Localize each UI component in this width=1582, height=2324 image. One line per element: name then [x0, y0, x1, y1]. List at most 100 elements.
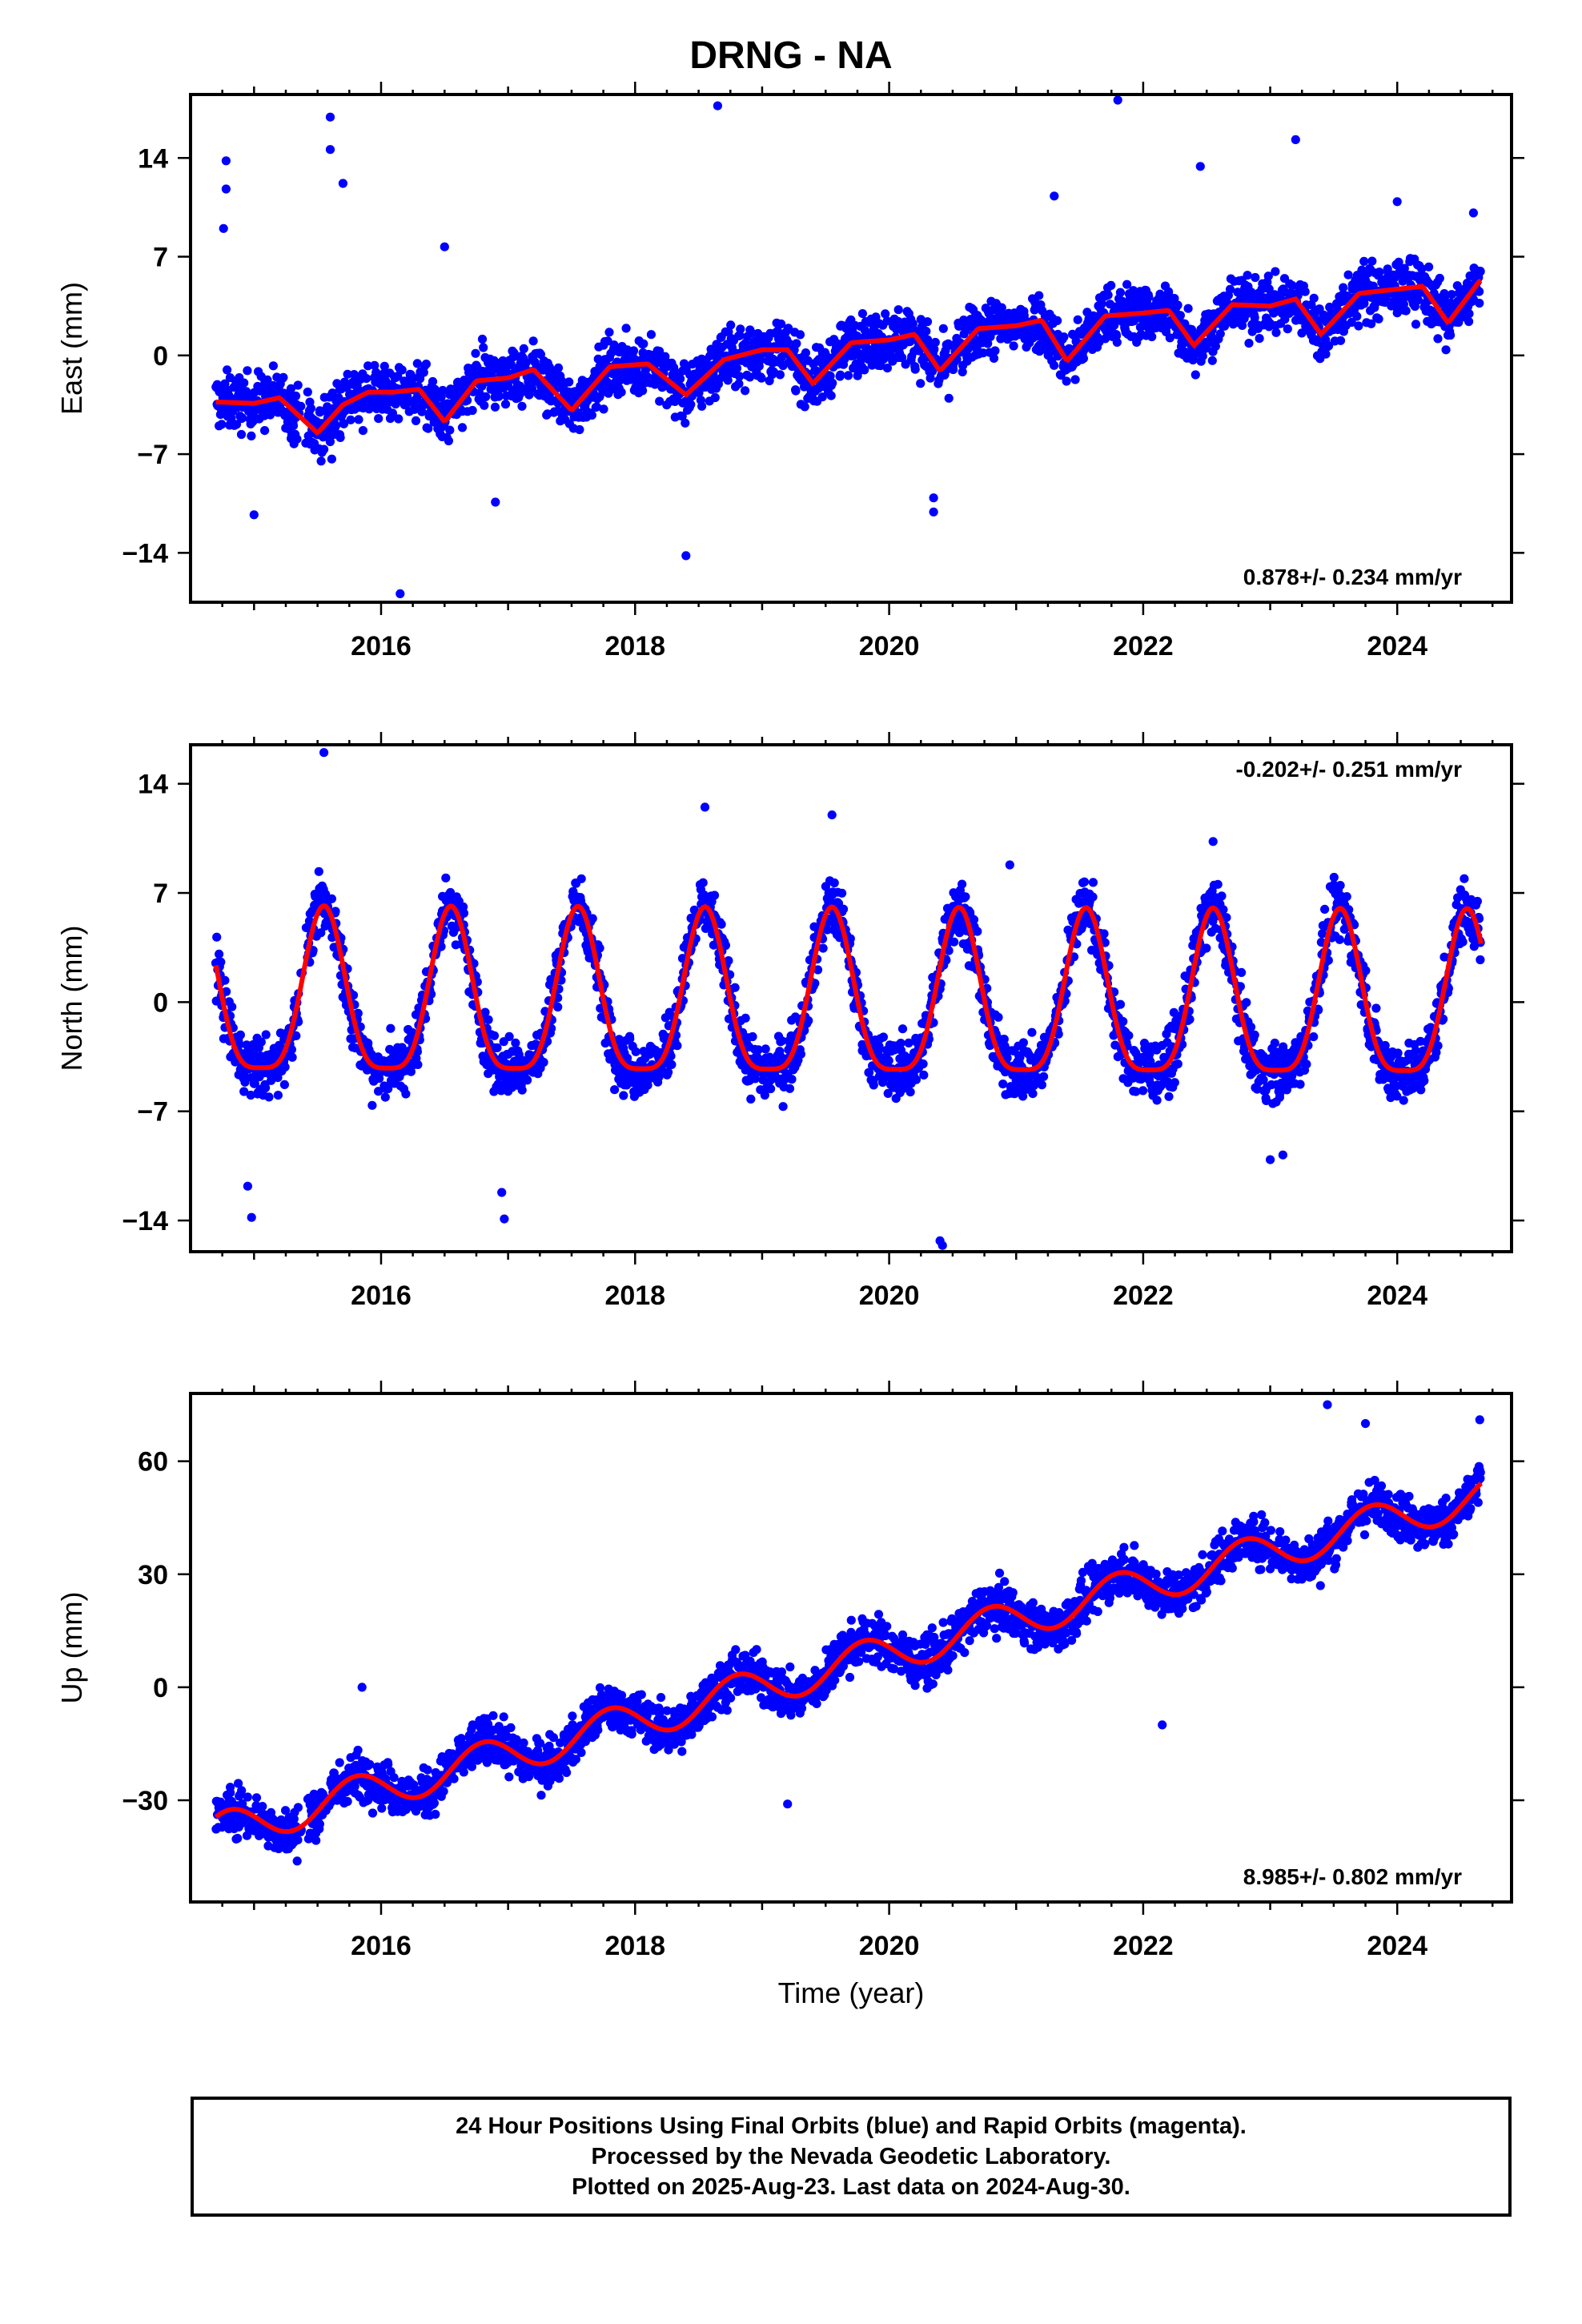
data-point — [1374, 314, 1383, 324]
data-point — [878, 1032, 888, 1042]
data-point — [331, 907, 340, 916]
data-point — [1424, 262, 1434, 271]
outlier-point — [325, 112, 335, 122]
data-point — [717, 919, 726, 929]
x-tick-label: 2022 — [1113, 631, 1174, 661]
data-point — [243, 366, 252, 376]
data-point — [950, 937, 959, 947]
data-point — [1263, 271, 1273, 281]
data-point — [843, 371, 853, 380]
data-point — [1186, 324, 1196, 335]
east-fit-line — [215, 278, 1483, 436]
data-point — [539, 1057, 548, 1068]
data-point — [1073, 315, 1082, 324]
data-point — [353, 1008, 363, 1018]
data-point — [468, 405, 477, 416]
data-point — [231, 420, 242, 429]
data-point — [335, 432, 345, 443]
data-point — [519, 344, 528, 353]
data-point — [983, 339, 993, 348]
data-point — [1138, 1086, 1148, 1096]
data-point — [919, 1070, 929, 1080]
data-point — [316, 928, 326, 938]
data-point — [564, 377, 574, 387]
data-point — [761, 1044, 770, 1054]
data-point — [1475, 299, 1484, 308]
y-tick-label: 7 — [153, 243, 168, 273]
data-point — [1339, 283, 1348, 292]
data-point — [1320, 904, 1330, 914]
data-point — [1211, 341, 1220, 351]
data-point — [838, 904, 849, 914]
data-point — [1413, 296, 1423, 305]
data-point — [222, 987, 231, 996]
data-point — [308, 946, 318, 955]
data-point — [826, 391, 836, 400]
data-point — [441, 873, 451, 883]
data-point — [1207, 356, 1217, 365]
data-point — [734, 379, 744, 388]
outlier-point — [1468, 208, 1478, 218]
data-point — [291, 391, 301, 401]
data-point — [1433, 334, 1443, 344]
data-point — [882, 364, 892, 373]
data-point — [267, 1076, 276, 1085]
y-tick-label: −14 — [122, 538, 168, 569]
data-point — [331, 421, 340, 431]
data-point — [494, 392, 504, 401]
data-point — [1100, 334, 1110, 344]
data-point — [490, 402, 500, 412]
data-point — [459, 908, 469, 918]
data-point — [484, 1015, 493, 1024]
data-point — [480, 400, 489, 410]
data-point — [527, 384, 537, 393]
data-point — [990, 346, 1000, 356]
outlier-point — [713, 101, 723, 111]
data-point — [375, 1074, 384, 1084]
data-point — [457, 423, 468, 432]
data-point — [938, 324, 948, 333]
data-point — [1287, 280, 1297, 291]
data-point — [599, 404, 608, 414]
data-point — [1183, 304, 1193, 313]
data-point — [386, 1023, 396, 1033]
data-point — [1088, 878, 1098, 887]
data-point — [1079, 877, 1090, 887]
data-point — [616, 388, 626, 397]
data-point — [709, 891, 720, 900]
data-point — [325, 437, 335, 447]
data-point — [732, 364, 742, 373]
data-point — [397, 365, 407, 375]
data-point — [777, 319, 786, 329]
data-point — [1309, 1032, 1319, 1042]
data-point — [1243, 271, 1252, 280]
data-point — [1170, 1078, 1179, 1088]
data-point — [412, 359, 422, 368]
data-point — [212, 932, 222, 942]
data-point — [273, 1091, 283, 1100]
data-point — [280, 1062, 290, 1072]
data-point — [287, 1045, 296, 1055]
data-point — [746, 1094, 756, 1104]
data-point — [785, 1084, 795, 1093]
data-point — [239, 1087, 249, 1096]
data-point — [1464, 316, 1474, 327]
data-point — [354, 415, 363, 424]
data-point — [370, 360, 379, 370]
data-point — [216, 957, 226, 967]
data-point — [897, 1024, 908, 1034]
data-point — [944, 393, 954, 403]
data-point — [421, 360, 432, 369]
data-point — [639, 339, 648, 348]
data-point — [1118, 1016, 1128, 1027]
data-point — [1367, 256, 1377, 266]
data-point — [762, 340, 773, 349]
data-point — [489, 1031, 500, 1040]
data-point — [498, 356, 508, 366]
outlier-point — [491, 497, 500, 507]
data-point — [445, 425, 455, 435]
data-point — [544, 362, 554, 372]
data-point — [736, 324, 745, 334]
data-point — [553, 363, 564, 372]
data-point — [413, 1059, 423, 1069]
